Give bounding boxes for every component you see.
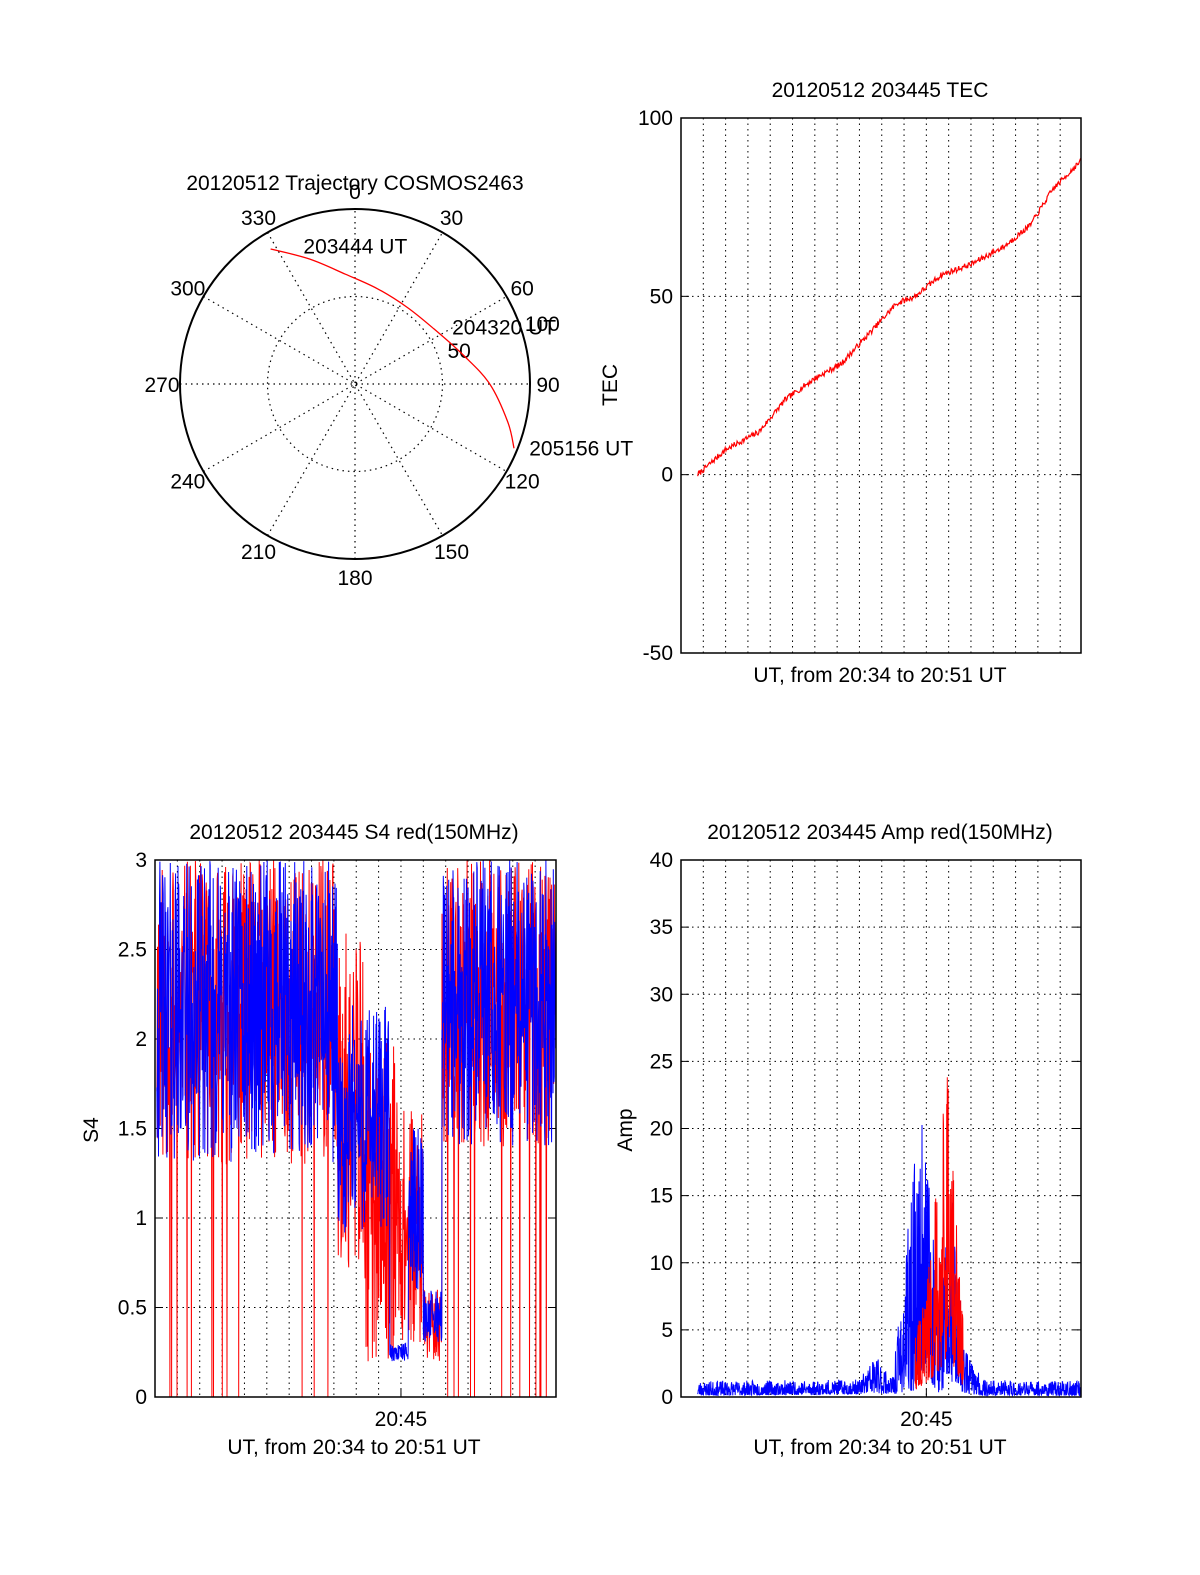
s4-title: 20120512 203445 S4 red(150MHz) xyxy=(189,821,518,844)
polar-circle-50 xyxy=(266,295,444,473)
polar-angle-label: 330 xyxy=(241,207,276,230)
tec-plot-area: 100 50 0 -50 xyxy=(638,107,1082,665)
amp-xlabel: UT, from 20:34 to 20:51 UT xyxy=(753,1436,1006,1459)
tec-title: 20120512 203445 TEC xyxy=(772,79,989,102)
s4-ytick-label: 1 xyxy=(135,1207,147,1230)
s4-ytick-label: 2.5 xyxy=(118,939,147,962)
polar-angle-labels: 0 30 60 90 120 150 180 210 240 270 300 330 xyxy=(144,181,559,590)
polar-angle-label: 90 xyxy=(536,374,559,397)
polar-spoke xyxy=(266,232,444,536)
polar-angle-label: 180 xyxy=(337,567,372,590)
polar-angle-label: 0 xyxy=(349,181,361,204)
trajectory-time-label: 204320 UT xyxy=(452,317,556,340)
s4-ytick-label: 3 xyxy=(135,849,147,872)
amp-ytick-label: 10 xyxy=(650,1252,673,1275)
trajectory-time-label: 205156 UT xyxy=(529,438,633,461)
s4-ytick-label: 2 xyxy=(135,1028,147,1051)
s4-ytick-label: 0.5 xyxy=(118,1297,147,1320)
s4-plot-area: 0 0.5 1 1.5 2 2.5 3 20:45 xyxy=(118,849,557,1431)
amp-ytick-label: 35 xyxy=(650,916,673,939)
s4-xtick-label: 20:45 xyxy=(375,1408,428,1431)
polar-angle-label: 150 xyxy=(434,541,469,564)
amp-series-red xyxy=(914,1077,964,1390)
amp-title: 20120512 203445 Amp red(150MHz) xyxy=(707,821,1053,844)
trajectory-series xyxy=(270,248,515,449)
polar-angle-label: 60 xyxy=(510,278,533,301)
s4-ylabel: S4 xyxy=(80,1117,103,1143)
amp-ylabel: Amp xyxy=(614,1108,637,1151)
amp-ytick-label: 30 xyxy=(650,983,673,1006)
s4-series-blue xyxy=(156,860,556,1362)
tec-ytick-label: 0 xyxy=(661,464,673,487)
tec-ytick-label: 50 xyxy=(650,285,673,308)
trajectory-annotations: 203444 UT 204320 UT 205156 UT xyxy=(303,236,633,461)
tec-series-line xyxy=(697,158,1081,477)
polar-grid xyxy=(179,208,531,560)
trajectory-time-label: 203444 UT xyxy=(303,236,407,259)
polar-spoke xyxy=(203,295,507,473)
amp-ytick-label: 20 xyxy=(650,1118,673,1141)
polar-angle-label: 270 xyxy=(144,374,179,397)
amp-ytick-label: 0 xyxy=(661,1386,673,1409)
polar-angle-label: 30 xyxy=(440,207,463,230)
polar-angle-label: 120 xyxy=(505,471,540,494)
polar-angle-label: 300 xyxy=(170,278,205,301)
amp-xtick-label: 20:45 xyxy=(900,1408,953,1431)
tec-frame xyxy=(680,117,1082,654)
amp-panel: 20120512 203445 Amp red(150MHz) 0 5 10 15 20… xyxy=(614,821,1082,1459)
s4-ytick-label: 0 xyxy=(135,1386,147,1409)
amp-frame xyxy=(680,859,1082,1398)
tec-ytick-label: -50 xyxy=(643,642,673,665)
amp-ytick-label: 40 xyxy=(650,849,673,872)
s4-frame xyxy=(154,859,557,1398)
s4-xlabel: UT, from 20:34 to 20:51 UT xyxy=(227,1436,480,1459)
s4-ytick-label: 1.5 xyxy=(118,1118,147,1141)
tec-ytick-label: 100 xyxy=(638,107,673,130)
polar-spoke xyxy=(203,295,507,473)
amp-series-blue xyxy=(697,1124,1081,1397)
polar-spoke xyxy=(266,232,444,536)
polar-angle-label: 210 xyxy=(241,541,276,564)
amp-ytick-label: 25 xyxy=(650,1050,673,1073)
amp-plot-area: 0 5 10 15 20 25 30 35 40 20:45 xyxy=(650,849,1082,1431)
trajectory-title: 20120512 Trajectory COSMOS2463 xyxy=(186,172,523,195)
amp-ytick-label: 15 xyxy=(650,1185,673,1208)
tec-xlabel: UT, from 20:34 to 20:51 UT xyxy=(753,664,1006,687)
s4-panel: 20120512 203445 S4 red(150MHz) 0 0.5 1 1.5 2… xyxy=(80,821,557,1459)
polar-radius-label: 100 xyxy=(525,313,560,336)
trajectory-line xyxy=(270,248,515,449)
tec-ylabel: TEC xyxy=(599,364,622,406)
polar-angle-label: 240 xyxy=(170,471,205,494)
amp-ytick-label: 5 xyxy=(661,1319,673,1342)
trajectory-panel: 20120512 Trajectory COSMOS2463 0 30 60 90 12… xyxy=(144,172,633,590)
tec-panel: 20120512 203445 TEC 100 50 0 -50 UT, from 2… xyxy=(599,79,1082,687)
